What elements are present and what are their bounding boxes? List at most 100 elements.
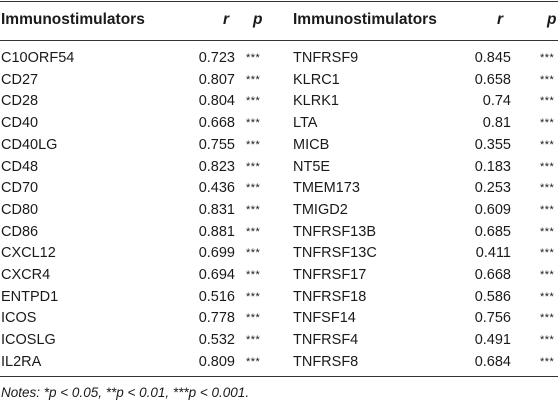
row-right-r: 0.609 (474, 201, 511, 218)
row-right-p: *** (540, 52, 555, 64)
row-right-name: KLRK1 (293, 93, 339, 110)
row-right-p: *** (540, 117, 555, 130)
row-right-r: 0.668 (474, 267, 511, 283)
header-p-left: p (253, 11, 263, 28)
header-p-right: p (547, 11, 557, 28)
row-left-p: *** (246, 95, 261, 108)
row-right-name: TNFRSF8 (293, 353, 359, 370)
row-right-p: *** (540, 95, 555, 108)
row-left-name: CD27 (1, 71, 39, 88)
row-left-p: *** (246, 247, 261, 260)
header-immunostimulators-left: Immunostimulators (1, 11, 145, 28)
row-right-name: TMEM173 (293, 180, 360, 197)
row-right-p: *** (540, 160, 555, 173)
row-right-p: *** (540, 290, 555, 303)
row-right-p: *** (540, 73, 555, 86)
row-right-name: TNFRSF4 (293, 332, 359, 349)
row-left-p: *** (246, 73, 261, 86)
row-left-r: 0.831 (198, 201, 235, 218)
row-right-p: *** (540, 269, 555, 281)
row-left-p: *** (246, 52, 261, 64)
row-left-r: 0.804 (198, 93, 235, 110)
row-left-r: 0.723 (198, 50, 235, 66)
row-right-r: 0.845 (474, 50, 511, 66)
row-right-r: 0.411 (475, 245, 511, 262)
header-r-left: r (223, 11, 230, 28)
row-left-r: 0.823 (198, 158, 235, 175)
row-right-name: TNFRSF18 (293, 288, 367, 305)
row-right-name: TNFRSF17 (293, 267, 367, 283)
row-left-r: 0.668 (198, 115, 235, 132)
row-left-name: CD70 (1, 180, 39, 197)
row-left-name: CXCL12 (1, 245, 56, 262)
row-right-p: *** (540, 334, 555, 347)
row-left-r: 0.694 (198, 267, 235, 283)
row-right-p: *** (540, 182, 555, 195)
row-right-name: TNFRSF13B (293, 223, 376, 240)
row-left-r: 0.516 (198, 288, 235, 305)
row-right-name: KLRC1 (293, 71, 340, 88)
row-right-r: 0.81 (482, 115, 511, 132)
row-right-p: *** (540, 312, 555, 325)
row-right-r: 0.74 (482, 93, 511, 110)
row-left-r: 0.807 (198, 71, 235, 88)
row-left-p: *** (246, 290, 261, 303)
notes-lead: Notes: (1, 385, 41, 400)
row-right-p: *** (540, 138, 555, 151)
row-left-name: ICOSLG (1, 332, 56, 349)
row-right-name: TNFRSF9 (293, 50, 359, 66)
table-notes: Notes: *p < 0.05, **p < 0.01, ***p < 0.0… (1, 385, 249, 401)
row-left-p: *** (246, 138, 261, 151)
row-right-p: *** (540, 225, 555, 238)
row-left-p: *** (246, 334, 261, 347)
row-left-name: CXCR4 (1, 267, 51, 283)
row-left-p: *** (246, 117, 261, 130)
row-left-r: 0.436 (198, 180, 235, 197)
row-left-name: IL2RA (1, 353, 42, 370)
table-bottom-rule (0, 376, 558, 377)
row-left-p: *** (246, 269, 261, 281)
row-left-r: 0.881 (198, 223, 235, 240)
row-right-p: *** (540, 355, 555, 368)
row-left-r: 0.809 (198, 353, 235, 370)
row-right-name: TNFSF14 (293, 310, 356, 327)
row-left-p: *** (246, 182, 261, 195)
row-left-p: *** (246, 225, 261, 238)
row-right-name: NT5E (293, 158, 331, 175)
table-top-rule (0, 1, 558, 2)
row-right-name: TMIGD2 (293, 201, 348, 218)
row-right-p: *** (540, 247, 555, 260)
row-right-name: LTA (293, 115, 318, 132)
header-rule (0, 40, 558, 41)
row-right-r: 0.355 (474, 136, 511, 153)
row-left-r: 0.699 (198, 245, 235, 262)
row-left-r: 0.532 (198, 332, 235, 349)
row-left-name: C10ORF54 (1, 50, 75, 66)
row-left-p: *** (246, 312, 261, 325)
row-right-p: *** (540, 203, 555, 216)
row-left-r: 0.778 (198, 310, 235, 327)
header-immunostimulators-right: Immunostimulators (293, 11, 437, 28)
row-right-r: 0.253 (474, 180, 511, 197)
row-right-r: 0.586 (474, 288, 511, 305)
row-right-r: 0.685 (474, 223, 511, 240)
row-left-name: CD80 (1, 201, 39, 218)
row-left-name: ENTPD1 (1, 288, 59, 305)
row-right-r: 0.684 (474, 353, 511, 370)
row-left-p: *** (246, 203, 261, 216)
row-right-name: MICB (293, 136, 330, 153)
row-left-name: CD40 (1, 115, 39, 132)
row-right-r: 0.658 (474, 71, 511, 88)
row-left-name: ICOS (1, 310, 37, 327)
row-left-name: CD48 (1, 158, 39, 175)
row-right-r: 0.491 (474, 332, 511, 349)
row-left-name: CD86 (1, 223, 39, 240)
row-left-p: *** (246, 355, 261, 368)
row-left-name: CD28 (1, 93, 39, 110)
row-left-r: 0.755 (198, 136, 235, 153)
row-right-r: 0.756 (474, 310, 511, 327)
row-right-r: 0.183 (474, 158, 511, 175)
header-r-right: r (497, 11, 504, 28)
row-left-name: CD40LG (1, 136, 58, 153)
row-left-p: *** (246, 160, 261, 173)
